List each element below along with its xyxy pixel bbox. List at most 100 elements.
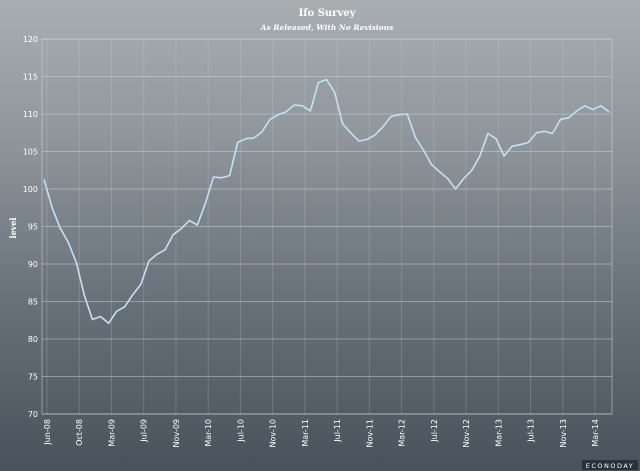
data-point (188, 219, 191, 222)
data-point (269, 118, 272, 121)
grid (41, 38, 613, 415)
data-point (51, 206, 54, 209)
data-point (252, 137, 255, 140)
data-point (164, 248, 167, 251)
data-point (309, 110, 312, 113)
data-point (559, 118, 562, 121)
data-point (365, 138, 368, 141)
data-point (83, 294, 86, 297)
data-point (543, 130, 546, 133)
x-axis-ticks: Jun-08 Oct-08 Mar-09 Jul-09 Nov-09 Mar-10 Jul-… (43, 419, 600, 447)
data-point (551, 132, 554, 135)
x-tick-label: Jul-11 (333, 419, 342, 443)
x-tick-label: Jul-12 (430, 419, 439, 443)
x-tick-label: Jul-13 (527, 419, 536, 443)
data-point (414, 136, 417, 139)
data-point (608, 110, 611, 113)
x-tick-label: Mar-14 (591, 419, 600, 447)
data-point (147, 260, 150, 263)
data-point (91, 318, 94, 321)
data-point (478, 155, 481, 158)
data-point (535, 131, 538, 134)
series-line-ifo (43, 78, 610, 325)
y-tick-label: 90 (28, 260, 38, 269)
data-point (462, 177, 465, 180)
data-point (398, 113, 401, 116)
y-tick-label: 95 (28, 223, 38, 232)
y-axis-label: level (8, 218, 18, 239)
data-point (357, 140, 360, 143)
data-point (196, 224, 199, 227)
y-tick-label: 70 (28, 410, 38, 419)
y-axis-ticks: 70 75 80 85 90 95 100 105 110 115 120 (23, 35, 38, 419)
x-tick-label: Jul-09 (140, 419, 149, 443)
data-point (495, 137, 498, 140)
x-tick-label: Mar-12 (398, 419, 407, 447)
data-point (115, 310, 118, 313)
data-point (43, 178, 46, 181)
x-tick-label: Jun-08 (43, 419, 52, 446)
data-point (285, 110, 288, 113)
data-point (220, 176, 223, 179)
y-tick-label: 115 (23, 73, 38, 82)
econoday-logo: ECONODAY (582, 460, 638, 470)
x-tick-label: Mar-13 (494, 419, 503, 447)
x-tick-label: Mar-10 (204, 419, 213, 447)
data-point (212, 176, 215, 179)
data-point (317, 81, 320, 84)
data-point (422, 149, 425, 152)
y-tick-label: 85 (28, 298, 38, 307)
data-point (527, 141, 530, 144)
data-point (341, 122, 344, 125)
plot-frame (41, 38, 613, 415)
x-tick-label: Mar-11 (301, 419, 310, 447)
data-point (123, 305, 126, 308)
data-point (67, 241, 70, 244)
data-point (277, 113, 280, 116)
data-point (172, 233, 175, 236)
data-point (228, 174, 231, 177)
data-point (301, 104, 304, 107)
data-point (99, 315, 102, 318)
data-point (382, 125, 385, 128)
x-tick-label: Nov-13 (559, 419, 568, 447)
data-point (486, 132, 489, 135)
data-point (390, 115, 393, 118)
data-point (575, 110, 578, 113)
data-point (599, 104, 602, 107)
data-point (591, 108, 594, 111)
data-point (583, 104, 586, 107)
logo-text: ECONODAY (586, 462, 635, 470)
data-point (156, 253, 159, 256)
data-point (59, 227, 62, 230)
x-tick-label: Nov-11 (365, 419, 374, 447)
data-point (325, 78, 328, 81)
data-point (236, 141, 239, 144)
y-tick-label: 80 (28, 335, 38, 344)
data-point (107, 322, 110, 325)
y-tick-label: 75 (28, 373, 38, 382)
data-point (349, 131, 352, 134)
y-tick-label: 120 (23, 35, 38, 44)
chart-subtitle: As Released, With No Revisions (260, 23, 394, 32)
chart-title: Ifo Survey (299, 8, 357, 19)
data-point (180, 227, 183, 230)
data-point (511, 145, 514, 148)
data-point (333, 91, 336, 94)
y-tick-label: 100 (23, 185, 38, 194)
data-point (75, 261, 78, 264)
data-point (204, 202, 207, 205)
data-point (293, 104, 296, 107)
x-tick-label: Oct-08 (75, 419, 84, 446)
y-tick-label: 105 (23, 148, 38, 157)
data-point (139, 283, 142, 286)
data-point (244, 137, 247, 140)
data-point (503, 155, 506, 158)
data-point (260, 131, 263, 134)
data-point (430, 163, 433, 166)
data-point (373, 134, 376, 137)
series-layer (43, 78, 611, 325)
data-point (438, 170, 441, 173)
